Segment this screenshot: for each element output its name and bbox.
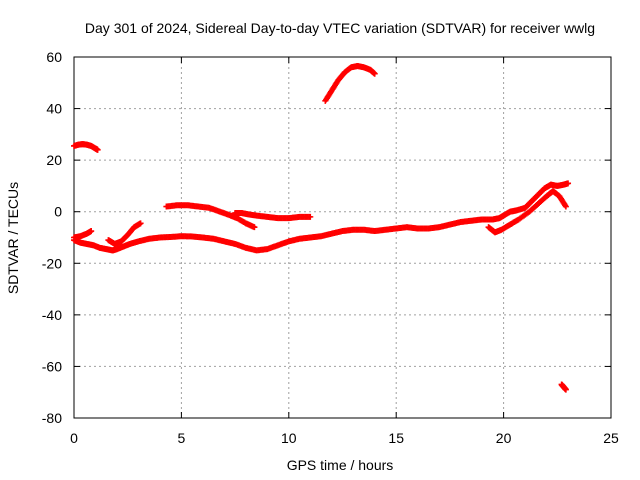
data-point <box>565 180 572 187</box>
series-arc-dip <box>105 220 144 247</box>
y-tick-label: 0 <box>54 204 62 220</box>
data-point <box>562 386 569 393</box>
y-tick-label: -80 <box>42 410 62 426</box>
series-arc-late-rise <box>485 188 569 236</box>
data-points <box>71 63 572 393</box>
y-tick-label: 60 <box>46 49 62 65</box>
chart-title: Day 301 of 2024, Sidereal Day-to-day VTE… <box>85 20 595 36</box>
series-arc-outlier <box>558 381 569 393</box>
data-point <box>251 224 258 231</box>
x-tick-label: 20 <box>496 430 512 446</box>
y-tick-label: 40 <box>46 101 62 117</box>
data-point <box>88 228 95 235</box>
data-point <box>137 220 144 227</box>
series-arc-early-low <box>71 228 95 241</box>
x-tick-label: 15 <box>388 430 404 446</box>
x-tick-label: 25 <box>603 430 619 446</box>
series-arc-peak <box>322 63 378 104</box>
data-point <box>562 203 569 210</box>
x-tick-label: 5 <box>178 430 186 446</box>
series-arc-main-lower <box>71 180 572 254</box>
axis-ticks <box>73 56 612 419</box>
data-point <box>94 146 101 153</box>
data-point <box>307 213 314 220</box>
x-tick-labels: 0 5 10 15 20 25 <box>70 430 619 446</box>
y-tick-label: -60 <box>42 358 62 374</box>
y-axis-label: SDTVAR / TECUs <box>5 182 21 294</box>
x-axis-label: GPS time / hours <box>287 457 394 473</box>
data-point <box>371 70 378 77</box>
series-arc-early-high <box>71 141 101 153</box>
y-tick-label: -40 <box>42 307 62 323</box>
y-tick-labels: -80 -60 -40 -20 0 20 40 60 <box>42 49 62 426</box>
series-arc-mid-upper <box>163 202 258 231</box>
y-tick-label: 20 <box>46 152 62 168</box>
x-tick-label: 0 <box>70 430 78 446</box>
y-tick-label: -20 <box>42 255 62 271</box>
x-tick-label: 10 <box>281 430 297 446</box>
series-arc-mid-flat <box>232 210 314 222</box>
